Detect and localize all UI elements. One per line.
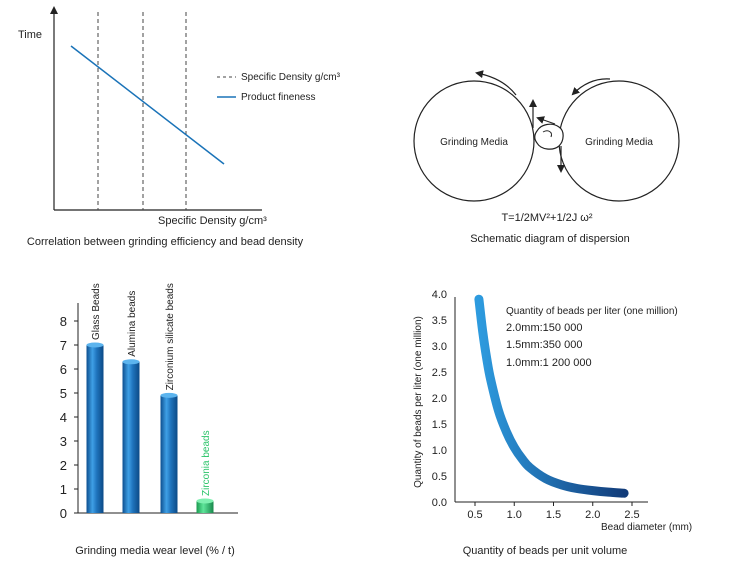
quantity-x-tick-label: 1.5	[546, 509, 561, 521]
particle-inner-mark	[542, 130, 552, 138]
bead-info-line-1: 2.0mm:150 000	[506, 322, 582, 334]
correlation-panel: Time Specific Density g/cm³ Specific Den…	[18, 6, 341, 227]
bead-info-line-2: 1.5mm:350 000	[506, 339, 582, 351]
right-circle-label: Grinding Media	[585, 137, 653, 148]
wear-bar-label: Zirconia beads	[201, 430, 212, 496]
quantity-y-tick-label: 3.5	[432, 315, 447, 327]
left-rotation-arrow	[475, 70, 517, 96]
wear-y-tick-label: 1	[60, 482, 67, 497]
right-rotation-arrow	[571, 78, 611, 96]
quantity-y-tick-label: 3.0	[432, 341, 447, 353]
wear-y-tick-label: 0	[60, 506, 67, 521]
quantity-y-tick-label: 1.5	[432, 419, 447, 431]
wear-bar-cap	[160, 392, 178, 398]
quantity-x-tick-label: 1.0	[507, 509, 522, 521]
wear-bar-label: Zirconium silicate beads	[165, 283, 176, 390]
wear-y-tick-label: 8	[60, 314, 67, 329]
wear-level-chart: 0 1 2 3 4 5 6 7 8 Glass Beads Alumina beads Zircon…	[60, 283, 238, 521]
legend-solid-label: Product fineness	[241, 92, 316, 103]
quantity-y-tick-label: 0.5	[432, 471, 447, 483]
wear-bar	[196, 501, 214, 513]
quantity-x-tick-label: 0.5	[467, 509, 482, 521]
wear-y-tick-label: 4	[60, 410, 67, 425]
wear-bar-cap	[196, 498, 214, 504]
quantity-y-ticks: 0.0 0.5 1.0 1.5 2.0 2.5 3.0 3.5 4.0	[432, 289, 447, 509]
wear-bar-cap	[86, 342, 104, 348]
product-fineness-line	[70, 45, 225, 165]
wear-bar-cap	[122, 359, 140, 365]
quantity-x-ticks: 0.5 1.0 1.5 2.0 2.5	[467, 502, 640, 521]
quantity-y-tick-label: 2.5	[432, 367, 447, 379]
wear-bar-label: Alumina beads	[127, 291, 138, 357]
wear-y-tick-label: 7	[60, 338, 67, 353]
wear-bar-labels: Glass Beads Alumina beads Zirconium silica…	[91, 283, 212, 496]
left-circle-label: Grinding Media	[440, 137, 508, 148]
quantity-x-tick-label: 2.5	[624, 509, 639, 521]
wear-bar-label: Glass Beads	[91, 283, 102, 340]
correlation-caption: Correlation between grinding efficiency …	[26, 236, 304, 248]
quantity-y-tick-label: 2.0	[432, 393, 447, 405]
bead-quantity-curve	[474, 294, 629, 498]
quantity-y-tick-label: 1.0	[432, 445, 447, 457]
horizontal-force-arrow	[536, 116, 556, 125]
quantity-x-label: Bead diameter (mm)	[601, 522, 692, 533]
dispersion-caption: Schematic diagram of dispersion	[470, 233, 630, 245]
legend-dashed-label: Specific Density g/cm³	[241, 72, 341, 83]
correlation-x-label: Specific Density g/cm³	[158, 215, 267, 227]
wear-y-ticks: 0 1 2 3 4 5 6 7 8	[60, 314, 78, 521]
bead-info-title: Quantity of beads per liter (one million…	[506, 306, 678, 317]
quantity-y-tick-label: 0.0	[432, 497, 447, 509]
left-grinding-media-circle	[413, 80, 535, 202]
dispersion-schematic: Grinding Media Grinding Media T=1/2MV²+1…	[413, 70, 680, 224]
bead-quantity-chart: 0.0 0.5 1.0 1.5 2.0 2.5 3.0 3.5 4.0 0.5 1.0 1.5 2.0…	[413, 289, 692, 533]
quantity-y-label: Quantity of beads per liter (one million…	[413, 316, 424, 488]
bead-info-line-3: 1.0mm:1 200 000	[506, 357, 592, 369]
quantity-caption: Quantity of beads per unit volume	[462, 545, 628, 557]
quantity-x-tick-label: 2.0	[585, 509, 600, 521]
quantity-y-tick-label: 4.0	[432, 289, 447, 301]
wear-bar	[86, 345, 104, 513]
wear-y-tick-label: 5	[60, 386, 67, 401]
wear-bars	[86, 342, 214, 513]
wear-y-tick-label: 2	[60, 458, 67, 473]
correlation-y-label: Time	[18, 29, 42, 41]
wear-y-tick-label: 6	[60, 362, 67, 377]
wear-bar	[122, 361, 140, 513]
wear-bar	[160, 395, 178, 513]
wear-caption: Grinding media wear level (% / t)	[75, 545, 235, 557]
particle-blob	[534, 123, 564, 150]
wear-y-tick-label: 3	[60, 434, 67, 449]
energy-formula: T=1/2MV²+1/2J ω²	[501, 212, 592, 224]
